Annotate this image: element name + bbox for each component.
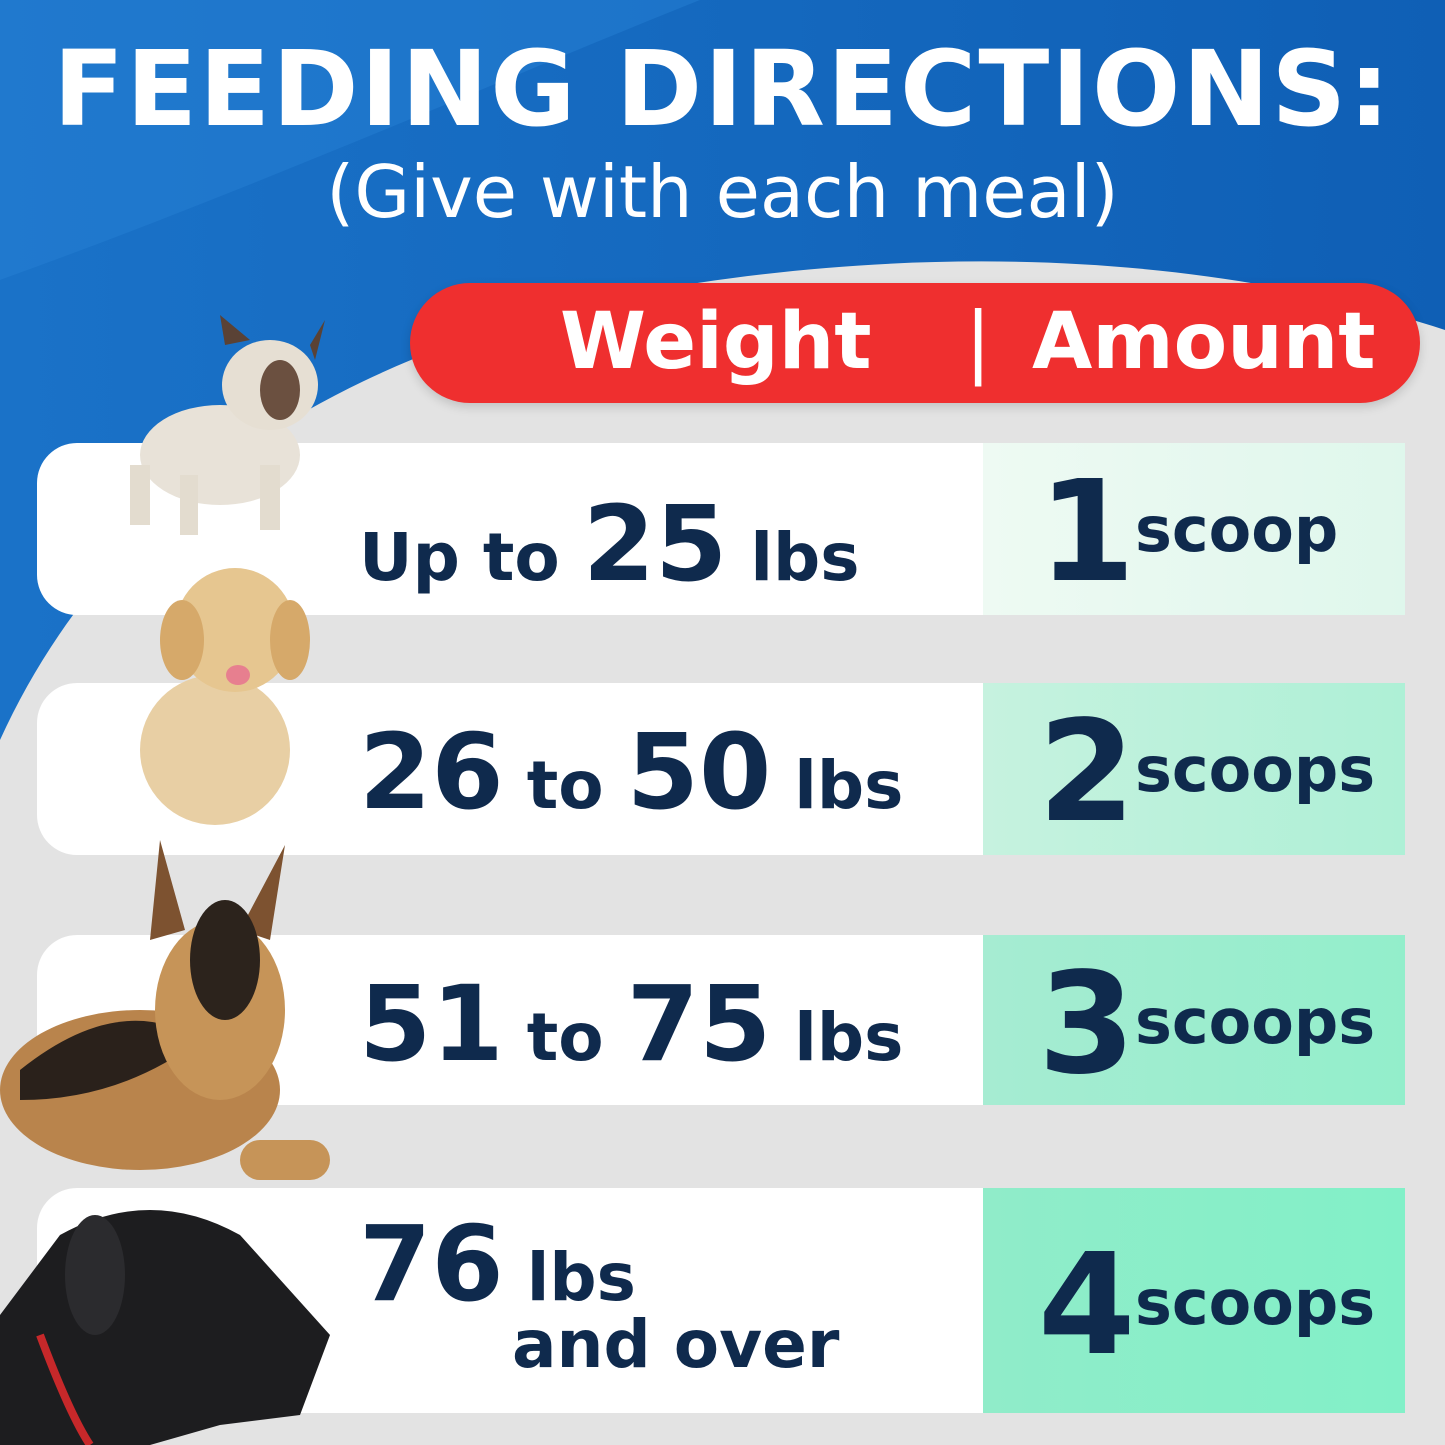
page-title: FEEDING DIRECTIONS: [53, 28, 1392, 150]
amount-header: Amount [1032, 297, 1376, 387]
amount-cell: 2 scoops [983, 683, 1405, 855]
table-header: Weight | Amount [410, 283, 1420, 403]
table-row: 76 lbs and over 4 scoops [37, 1188, 1405, 1413]
german-shepherd-image [0, 840, 330, 1180]
amount-cell: 4 scoops [983, 1188, 1405, 1413]
weight-label: Up to 25 lbs [359, 483, 860, 605]
weight-label-suffix: and over [512, 1306, 840, 1383]
weight-label: 51 to 75 lbs [359, 963, 904, 1085]
weight-label: 76 lbs [359, 1203, 636, 1325]
weight-label: 26 to 50 lbs [359, 711, 904, 833]
french-bulldog-image [130, 315, 325, 535]
weight-header: Weight [560, 297, 872, 387]
great-dane-image [0, 1210, 330, 1445]
header-divider: | [965, 297, 992, 387]
page-subtitle: (Give with each meal) [326, 150, 1119, 234]
amount-cell: 3 scoops [983, 935, 1405, 1105]
golden-retriever-puppy-image [140, 568, 310, 825]
amount-cell: 1 scoop [983, 443, 1405, 615]
